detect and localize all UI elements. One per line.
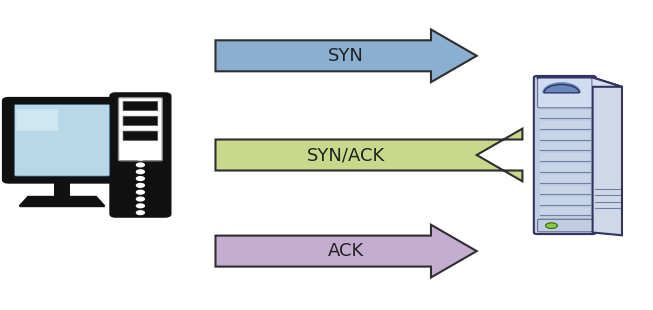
FancyBboxPatch shape xyxy=(123,131,157,140)
Circle shape xyxy=(136,177,144,180)
Bar xyxy=(539,186,590,194)
Polygon shape xyxy=(215,29,477,82)
FancyBboxPatch shape xyxy=(534,76,596,234)
FancyBboxPatch shape xyxy=(123,101,157,111)
Circle shape xyxy=(136,184,144,187)
Circle shape xyxy=(136,204,144,208)
Bar xyxy=(539,208,590,215)
Polygon shape xyxy=(20,197,104,206)
Bar xyxy=(539,197,590,205)
Polygon shape xyxy=(215,129,522,181)
FancyBboxPatch shape xyxy=(3,98,121,182)
Bar xyxy=(539,132,590,140)
Circle shape xyxy=(136,163,144,167)
Bar xyxy=(539,175,590,183)
Circle shape xyxy=(136,156,144,160)
Bar xyxy=(539,143,590,150)
Bar xyxy=(539,121,590,129)
Bar xyxy=(539,153,590,161)
FancyBboxPatch shape xyxy=(14,104,110,176)
Circle shape xyxy=(136,197,144,201)
Bar xyxy=(54,178,70,197)
Bar xyxy=(539,110,590,118)
Polygon shape xyxy=(215,225,477,277)
Circle shape xyxy=(136,190,144,194)
Text: SYN/ACK: SYN/ACK xyxy=(307,146,385,164)
Wedge shape xyxy=(544,84,579,93)
Circle shape xyxy=(136,211,144,215)
FancyBboxPatch shape xyxy=(537,219,592,232)
FancyBboxPatch shape xyxy=(118,98,162,161)
Circle shape xyxy=(546,223,557,228)
Bar xyxy=(539,164,590,172)
Text: SYN: SYN xyxy=(328,47,364,65)
Polygon shape xyxy=(592,78,622,235)
FancyBboxPatch shape xyxy=(537,78,592,108)
Circle shape xyxy=(136,170,144,174)
FancyBboxPatch shape xyxy=(16,109,58,131)
Polygon shape xyxy=(537,78,622,87)
FancyBboxPatch shape xyxy=(123,116,157,126)
FancyBboxPatch shape xyxy=(110,94,170,216)
Text: ACK: ACK xyxy=(328,242,364,260)
